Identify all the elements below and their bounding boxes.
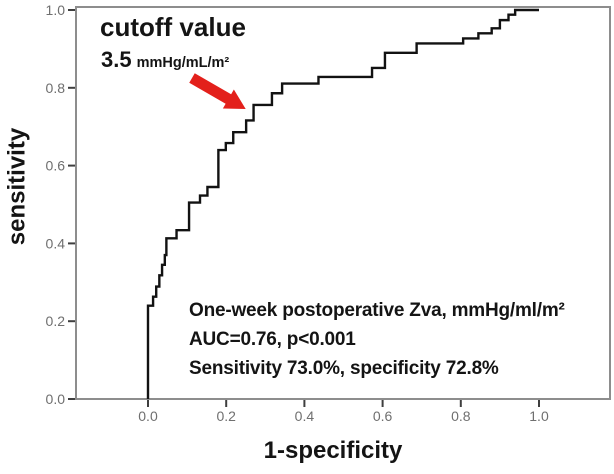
x-tick-label: 1.0 <box>529 408 549 424</box>
cutoff-unit: mmHg/mL/m² <box>136 55 230 71</box>
y-tick-label: 0.8 <box>46 80 66 96</box>
cutoff-arrow-icon <box>189 73 246 109</box>
cutoff-annotation-title: cutoff value <box>100 12 246 42</box>
y-tick-label: 0.0 <box>46 391 66 407</box>
cutoff-annotation-value-line: 3.5 mmHg/mL/m² <box>101 47 229 73</box>
y-tick-label: 0.2 <box>46 313 66 329</box>
x-axis-title: 1-specificity <box>263 437 403 464</box>
y-tick-label: 0.4 <box>46 235 66 251</box>
x-tick-label: 0.4 <box>295 408 315 424</box>
x-tick-label: 0.8 <box>451 408 471 424</box>
y-tick-label: 1.0 <box>46 2 66 18</box>
roc-curve <box>146 8 539 399</box>
y-tick-label: 0.6 <box>46 158 66 174</box>
cutoff-value: 3.5 <box>101 47 132 72</box>
x-tick-label: 0.2 <box>216 408 236 424</box>
stats-line-variable: One-week postoperative Zva, mmHg/ml/m² <box>189 300 565 321</box>
y-axis-title: sensitivity <box>3 127 31 246</box>
x-tick-label: 0.6 <box>373 408 393 424</box>
stats-annotation: One-week postoperative Zva, mmHg/ml/m² A… <box>189 296 565 383</box>
stats-line-auc: AUC=0.76, p<0.001 <box>189 329 356 350</box>
x-tick-label: 0.0 <box>138 408 158 424</box>
plot-frame <box>75 6 611 400</box>
stats-line-sens-spec: Sensitivity 73.0%, specificity 72.8% <box>189 358 499 379</box>
